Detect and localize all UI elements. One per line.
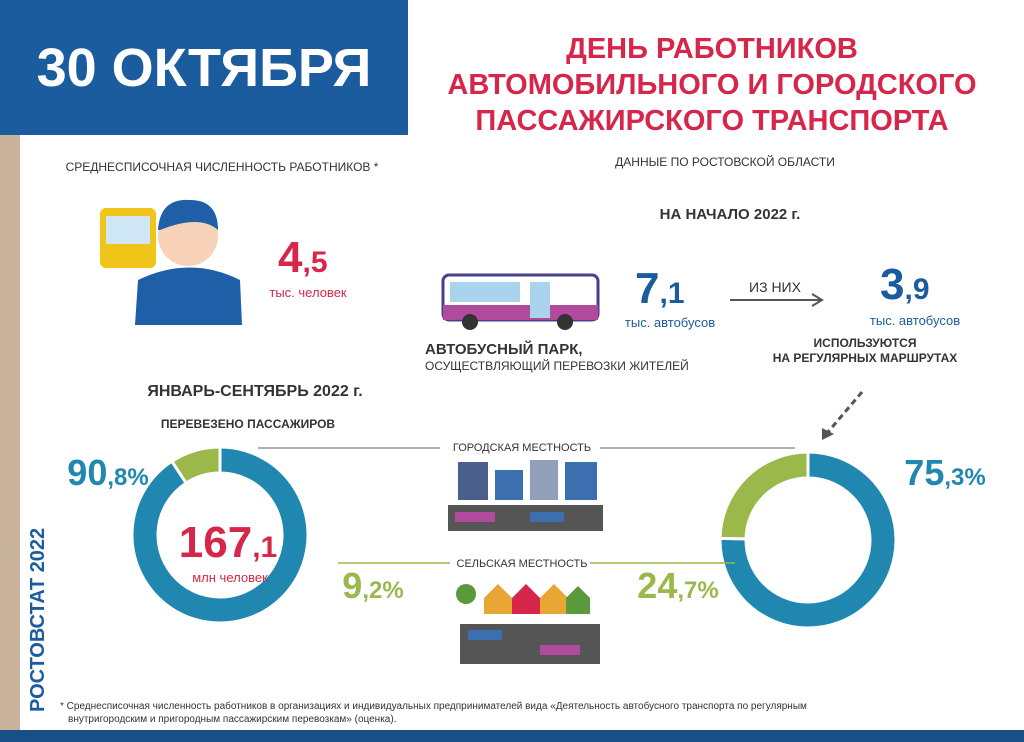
arrow-head bbox=[822, 428, 834, 440]
title-line: ДЕНЬ РАБОТНИКОВ bbox=[566, 33, 858, 65]
share-label: 90,8% bbox=[67, 452, 148, 493]
subtitle: ДАННЫЕ ПО РОСТОВСКОЙ ОБЛАСТИ bbox=[615, 154, 835, 169]
arrow-label: ИЗ НИХ bbox=[749, 279, 802, 295]
fleet-regular-unit: тыс. автобусов bbox=[870, 313, 960, 328]
arrow bbox=[730, 293, 824, 307]
label-bg bbox=[440, 438, 600, 456]
workers-value: 4,5 bbox=[278, 233, 328, 282]
title-line: АВТОМОБИЛЬНОГО И ГОРОДСКОГО bbox=[447, 69, 976, 101]
village-icon bbox=[456, 584, 600, 664]
workers-unit: тыс. человек bbox=[269, 285, 347, 300]
footnote: * Среднесписочная численность работников… bbox=[60, 700, 807, 712]
regular-caption: ИСПОЛЬЗУЮТСЯ bbox=[814, 336, 917, 350]
area-label: СЕЛЬСКАЯ МЕСТНОСТЬ bbox=[457, 558, 588, 570]
title-line: ПАССАЖИРСКОГО ТРАНСПОРТА bbox=[475, 105, 948, 137]
side-stripe bbox=[0, 135, 20, 742]
donut-charts bbox=[130, 445, 898, 630]
fleet-regular: 3,9 bbox=[880, 260, 930, 309]
donut-segment bbox=[718, 450, 810, 541]
label-bg bbox=[450, 553, 590, 571]
passengers-unit: млн человек bbox=[192, 570, 268, 585]
fleet-caption: ОСУЩЕСТВЛЯЮЩИЙ ПЕРЕВОЗКИ ЖИТЕЛЕЙ bbox=[425, 358, 689, 373]
share-label: 75,3% bbox=[904, 452, 985, 493]
donut-segment bbox=[718, 450, 898, 630]
share-label: 24,7% bbox=[637, 565, 718, 606]
passengers-label: ПЕРЕВЕЗЕНО ПАССАЖИРОВ bbox=[161, 417, 336, 431]
fleet-total: 7,1 bbox=[635, 264, 685, 313]
regular-caption: НА РЕГУЛЯРНЫХ МАРШРУТАХ bbox=[773, 351, 958, 365]
donut-segment bbox=[169, 445, 222, 486]
date: 30 ОКТЯБРЯ bbox=[37, 38, 372, 98]
donut-segment bbox=[130, 445, 310, 625]
date-box bbox=[0, 0, 408, 135]
city-icon bbox=[448, 460, 603, 664]
passengers-period: ЯНВАРЬ-СЕНТЯБРЬ 2022 г. bbox=[147, 383, 362, 400]
passengers-total: 167,1 bbox=[179, 518, 277, 567]
area-label: ГОРОДСКАЯ МЕСТНОСТЬ bbox=[453, 442, 591, 454]
source: РОСТОВСТАТ 2022 bbox=[27, 528, 49, 712]
workers-label: СРЕДНЕСПИСОЧНАЯ ЧИСЛЕННОСТЬ РАБОТНИКОВ * bbox=[66, 160, 379, 174]
bottom-bar bbox=[0, 730, 1024, 742]
worker-icon bbox=[100, 199, 242, 325]
dashed-arrow bbox=[826, 391, 864, 433]
share-label: 9,2% bbox=[342, 565, 403, 606]
fleet-period: НА НАЧАЛО 2022 г. bbox=[660, 206, 801, 223]
fleet-caption: АВТОБУСНЫЙ ПАРК, bbox=[425, 340, 583, 358]
bus-icon bbox=[441, 273, 600, 330]
fleet-total-unit: тыс. автобусов bbox=[625, 315, 715, 330]
footnote: внутригородским и пригородным пассажирск… bbox=[68, 714, 396, 725]
